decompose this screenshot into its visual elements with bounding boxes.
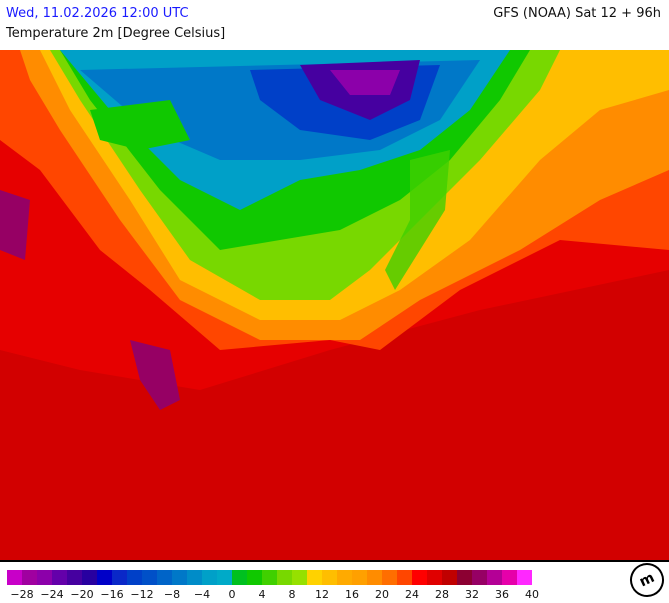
legend-swatch <box>472 570 487 585</box>
legend-swatch <box>517 570 532 585</box>
legend-tick-label: −20 <box>70 588 94 601</box>
legend-swatch <box>97 570 112 585</box>
legend-swatch <box>187 570 202 585</box>
legend-swatch <box>142 570 157 585</box>
legend-swatch <box>202 570 217 585</box>
legend-tick-label: 20 <box>375 588 389 601</box>
model-run: GFS (NOAA) Sat 12 + 96h <box>493 6 661 21</box>
legend-swatch <box>37 570 52 585</box>
legend-swatch <box>322 570 337 585</box>
legend-tick-label: −28 <box>10 588 34 601</box>
legend-swatch <box>247 570 262 585</box>
forecast-datetime: Wed, 11.02.2026 12:00 UTC <box>6 6 189 21</box>
legend-swatch <box>52 570 67 585</box>
parameter-title: Temperature 2m [Degree Celsius] <box>6 26 226 41</box>
legend-tick-label: −24 <box>40 588 64 601</box>
legend-tick-label: 4 <box>258 588 266 601</box>
legend-swatch <box>412 570 427 585</box>
meteoblue-logo-icon: m <box>624 557 669 603</box>
legend-swatch <box>457 570 472 585</box>
legend-swatch <box>307 570 322 585</box>
legend-swatch <box>487 570 502 585</box>
legend-swatch <box>232 570 247 585</box>
legend-tick-label: 28 <box>435 588 449 601</box>
legend-swatch <box>352 570 367 585</box>
legend-swatch <box>112 570 127 585</box>
legend-swatch <box>382 570 397 585</box>
legend-tick-label: 40 <box>525 588 539 601</box>
legend-swatch <box>127 570 142 585</box>
legend-swatch <box>427 570 442 585</box>
legend-swatch <box>7 570 22 585</box>
legend-tick-label: 12 <box>315 588 329 601</box>
legend-tick-labels: −28 −24 −20 −16 −12 −8 −4 0 4 8 12 16 20 24 28 32 36 40 <box>0 588 560 601</box>
legend-tick-label: 24 <box>405 588 419 601</box>
legend-swatch <box>292 570 307 585</box>
legend-tick-label: 0 <box>228 588 236 601</box>
legend-swatch <box>67 570 82 585</box>
legend-tick-label: 16 <box>345 588 359 601</box>
legend-tick-label: −12 <box>130 588 154 601</box>
legend-swatch <box>82 570 97 585</box>
legend-swatch <box>217 570 232 585</box>
legend-swatch <box>367 570 382 585</box>
legend-swatch <box>172 570 187 585</box>
legend-swatch <box>277 570 292 585</box>
color-legend <box>7 570 532 585</box>
temperature-map <box>0 50 669 562</box>
legend-swatch <box>397 570 412 585</box>
legend-swatch <box>262 570 277 585</box>
legend-swatch <box>442 570 457 585</box>
legend-tick-label: 8 <box>288 588 296 601</box>
legend-tick-label: 36 <box>495 588 509 601</box>
legend-swatch <box>502 570 517 585</box>
legend-tick-label: −8 <box>163 588 181 601</box>
legend-swatch <box>22 570 37 585</box>
legend-swatch <box>157 570 172 585</box>
legend-swatch <box>337 570 352 585</box>
legend-tick-label: −16 <box>100 588 124 601</box>
legend-tick-label: −4 <box>193 588 211 601</box>
legend-tick-label: 32 <box>465 588 479 601</box>
